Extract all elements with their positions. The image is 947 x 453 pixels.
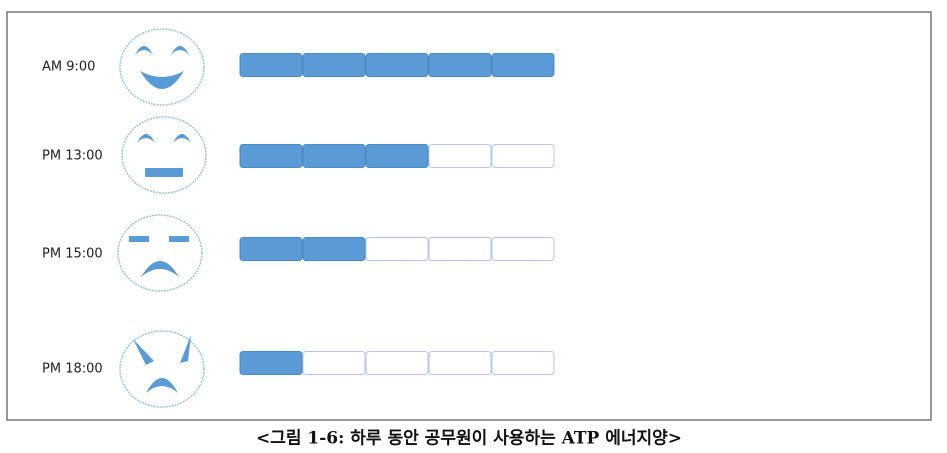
frame	[6, 11, 932, 421]
energy-segment-filled	[239, 144, 303, 168]
energy-segment-empty	[491, 237, 555, 261]
energy-segment-filled	[302, 53, 366, 77]
face-happy	[119, 28, 205, 106]
energy-segment-filled	[239, 53, 303, 77]
face-neutral	[121, 116, 207, 194]
caption: <그림 1-6: 하루 동안 공무원이 사용하는 ATP 에너지양>	[256, 429, 682, 449]
energy-segment-filled	[302, 144, 366, 168]
energy-segment-filled	[239, 351, 303, 375]
energy-segment-filled	[302, 237, 366, 261]
energy-segment-empty	[491, 351, 555, 375]
energy-segment-filled	[239, 237, 303, 261]
face-sad	[117, 214, 203, 292]
energy-segment-empty	[365, 237, 429, 261]
time-label: PM 18:00	[42, 362, 103, 377]
energy-segment-empty	[365, 351, 429, 375]
energy-segment-empty	[491, 144, 555, 168]
time-label: PM 13:00	[42, 149, 103, 164]
face-angry	[119, 330, 205, 408]
time-label: PM 15:00	[42, 247, 103, 262]
time-label: AM 9:00	[42, 60, 95, 75]
energy-segment-empty	[302, 351, 366, 375]
energy-segment-filled	[365, 144, 429, 168]
energy-segment-filled	[428, 53, 492, 77]
energy-segment-empty	[428, 351, 492, 375]
energy-segment-filled	[365, 53, 429, 77]
energy-segment-filled	[491, 53, 555, 77]
energy-segment-empty	[428, 144, 492, 168]
energy-segment-empty	[428, 237, 492, 261]
